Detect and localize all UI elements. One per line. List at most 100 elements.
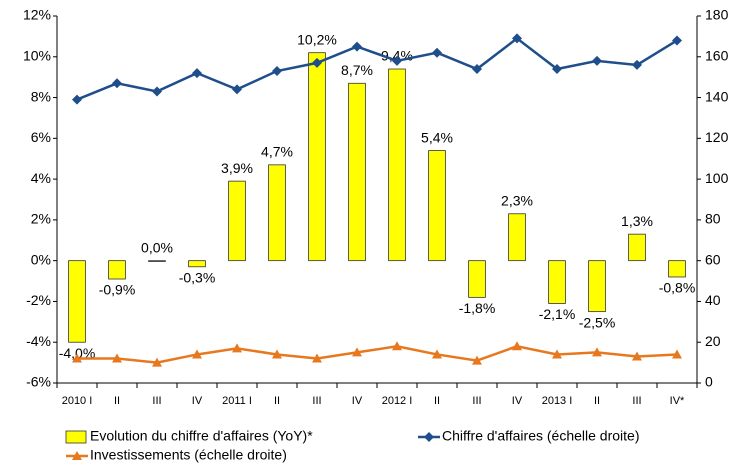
data-label: -0,8%	[659, 280, 696, 296]
x-tick-label: IV	[192, 395, 203, 407]
line-marker	[352, 347, 362, 357]
data-label: 1,3%	[621, 213, 653, 229]
line	[77, 345, 678, 364]
x-tick-label: II	[434, 395, 440, 407]
line-marker	[392, 55, 402, 66]
bar	[588, 260, 606, 313]
line-marker	[312, 57, 322, 68]
y-tick-label: 0%	[31, 251, 51, 267]
bar	[508, 213, 526, 262]
bar	[348, 82, 366, 262]
x-tick-label: IV*	[670, 395, 685, 407]
line-marker	[112, 78, 122, 89]
data-label: -2,5%	[579, 314, 616, 330]
bar	[108, 260, 126, 280]
bar	[388, 68, 406, 262]
y2-tick-label: 120	[705, 129, 729, 145]
line-marker	[672, 349, 682, 359]
line	[76, 36, 678, 101]
line-marker	[632, 59, 642, 70]
y2-tick-label: 40	[705, 292, 721, 308]
legend-marker	[424, 432, 434, 442]
data-label: -2,1%	[539, 306, 576, 322]
x-tick-label: III	[632, 395, 641, 407]
bar	[628, 233, 646, 262]
x-tick-label: 2011 I	[222, 395, 252, 407]
y-tick-label: -6%	[26, 374, 51, 390]
data-label: 4,7%	[261, 144, 293, 160]
line-marker	[112, 353, 122, 363]
line-marker	[592, 347, 602, 357]
line-marker	[272, 66, 282, 77]
x-tick-label: II	[274, 395, 280, 407]
y2-tick-label: 60	[705, 251, 721, 267]
bar	[548, 260, 566, 304]
line-marker	[552, 349, 562, 359]
data-label: 8,7%	[341, 62, 373, 78]
line-marker	[72, 94, 82, 105]
data-label: -0,9%	[99, 282, 136, 298]
bar	[668, 260, 686, 278]
line-marker	[312, 353, 322, 363]
legend-label: Chiffre d'affaires (échelle droite)	[442, 428, 639, 444]
y-tick-label: 4%	[31, 170, 51, 186]
line-marker	[192, 349, 202, 359]
data-label: -1,8%	[459, 300, 496, 316]
line-marker	[152, 357, 162, 367]
y2-tick-label: 180	[705, 7, 729, 23]
bar	[268, 164, 286, 262]
bar	[308, 52, 326, 262]
y2-tick-label: 140	[705, 88, 729, 104]
y-tick-label: -4%	[26, 333, 51, 349]
line-marker	[392, 341, 402, 351]
bar	[188, 260, 206, 268]
y-tick-label: 10%	[23, 47, 51, 63]
x-tick-label: 2012 I	[382, 395, 413, 407]
y-tick-label: 8%	[31, 88, 51, 104]
legend-label: Evolution du chiffre d'affaires (YoY)*	[90, 428, 313, 444]
line-marker	[472, 355, 482, 365]
y-tick-label: 2%	[31, 211, 51, 227]
y2-tick-label: 20	[705, 333, 721, 349]
line-marker	[272, 349, 282, 359]
bar	[148, 260, 166, 262]
bar	[68, 260, 86, 343]
x-tick-label: II	[114, 395, 120, 407]
x-tick-label: IV	[352, 395, 363, 407]
bar	[468, 260, 486, 298]
line-marker	[552, 64, 562, 75]
data-label: -0,3%	[179, 269, 216, 285]
y-tick-label: 6%	[31, 129, 51, 145]
line-marker	[432, 349, 442, 359]
line-marker	[152, 86, 162, 97]
line-marker	[672, 35, 682, 46]
x-tick-label: III	[472, 395, 481, 407]
x-tick-label: IV	[512, 395, 523, 407]
bar	[228, 180, 246, 262]
y2-tick-label: 100	[705, 170, 729, 186]
data-label: 3,9%	[221, 160, 253, 176]
data-label: 0,0%	[141, 239, 173, 255]
legend-marker	[72, 451, 82, 460]
y2-tick-label: 80	[705, 211, 721, 227]
x-tick-label: 2010 I	[62, 395, 93, 407]
line-marker	[512, 33, 522, 44]
line-marker	[632, 351, 642, 361]
y-tick-label: 12%	[23, 7, 51, 23]
x-tick-label: III	[152, 395, 161, 407]
x-tick-label: III	[312, 395, 321, 407]
y2-tick-label: 160	[705, 47, 729, 63]
x-tick-label: 2013 I	[542, 395, 573, 407]
line-marker	[232, 343, 242, 353]
line-marker	[592, 55, 602, 66]
line-marker	[352, 41, 362, 52]
data-label: 5,4%	[421, 129, 453, 145]
legend-label: Investissements (échelle droite)	[90, 447, 287, 463]
bar	[428, 150, 446, 262]
y-tick-label: -2%	[26, 292, 51, 308]
data-label: 10,2%	[297, 31, 337, 47]
data-label: 2,3%	[501, 192, 533, 208]
line-marker	[192, 68, 202, 79]
x-tick-label: II	[594, 395, 600, 407]
